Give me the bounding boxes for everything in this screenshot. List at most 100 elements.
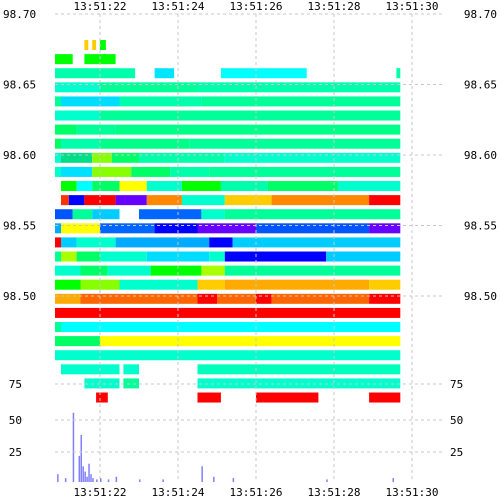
heat-cell [139, 209, 202, 220]
heat-cell [55, 307, 401, 318]
heat-cell [220, 68, 307, 79]
heat-cell [224, 265, 401, 276]
volume-bar [201, 466, 203, 482]
volume-bar [64, 478, 67, 482]
heat-cell [150, 265, 202, 276]
heat-cell [100, 251, 147, 262]
heat-cell [146, 195, 182, 206]
heat-cell [209, 166, 401, 177]
x-tick-label-bottom: 13:51:22 [74, 486, 127, 499]
heat-cell [55, 124, 77, 135]
heat-cell [123, 378, 139, 389]
grid-lines [55, 13, 443, 482]
heat-cell [76, 181, 93, 192]
heat-cell [84, 378, 120, 389]
heat-cell [84, 54, 116, 65]
x-tick-label-top: 13:51:28 [308, 0, 361, 13]
heat-cell [197, 279, 225, 290]
volume-tick-label-left: 50 [9, 414, 22, 427]
heat-cell [181, 181, 221, 192]
heat-cell [96, 392, 108, 403]
heat-cell [84, 40, 89, 51]
heat-cell [181, 195, 225, 206]
volume-bar [162, 479, 164, 482]
heat-cell [80, 293, 198, 304]
heat-cell [224, 279, 370, 290]
heat-cell [100, 138, 190, 149]
volume-bar [90, 474, 92, 482]
volume-bar [57, 474, 59, 482]
heat-cell [224, 209, 401, 220]
volume-bars [57, 412, 394, 482]
heat-cell [197, 378, 401, 389]
volume-tick-label-left: 25 [9, 446, 22, 459]
y-tick-label-right: 98.50 [464, 290, 497, 303]
x-tick-label-bottom: 13:51:24 [152, 486, 205, 499]
heat-cell [55, 96, 61, 107]
heat-cell [119, 279, 198, 290]
heat-cell [154, 223, 198, 234]
y-tick-label-right: 98.65 [464, 79, 497, 92]
heat-cell [100, 40, 106, 51]
heat-cell [224, 251, 327, 262]
heat-cell [61, 251, 77, 262]
heat-cell [369, 195, 401, 206]
y-tick-label-left: 98.55 [3, 220, 36, 233]
heat-cell [107, 265, 151, 276]
heat-cell [61, 166, 93, 177]
heat-cell [209, 237, 233, 248]
heat-cell [139, 152, 225, 163]
heat-cell [72, 209, 93, 220]
y-tick-label-left: 98.65 [3, 79, 36, 92]
x-tick-label-top: 13:51:26 [230, 0, 283, 13]
volume-bar [392, 478, 394, 482]
volume-tick-label-right: 75 [450, 378, 463, 391]
heat-cell [55, 293, 81, 304]
heat-cell [61, 237, 77, 248]
heat-cell [170, 166, 210, 177]
volume-bar [96, 479, 98, 482]
heat-cell [197, 223, 256, 234]
y-tick-label-right: 98.60 [464, 149, 497, 162]
heat-cell [61, 181, 77, 192]
heat-cell [369, 279, 401, 290]
heat-cell [115, 124, 401, 135]
heatmap-cells [55, 40, 401, 403]
heat-cell [100, 223, 155, 234]
x-tick-label-top: 13:51:22 [74, 0, 127, 13]
heat-cell [55, 322, 61, 333]
heat-cell [55, 166, 61, 177]
heat-cell [55, 152, 61, 163]
heat-cell [55, 209, 73, 220]
volume-bar [100, 478, 102, 482]
heat-cell [100, 336, 401, 347]
heat-cell [197, 293, 217, 304]
heat-cell [396, 68, 401, 79]
heat-cell [369, 392, 401, 403]
volume-bar [232, 478, 235, 482]
heat-cell [267, 181, 338, 192]
heat-cell [256, 293, 272, 304]
heat-cell [111, 152, 139, 163]
heat-cell [256, 223, 370, 234]
heat-cell [123, 364, 139, 375]
volume-bar [115, 476, 118, 482]
heat-cell [369, 223, 401, 234]
volume-bar [72, 412, 75, 482]
volume-bar [86, 476, 88, 482]
volume-tick-label-left: 75 [9, 378, 22, 391]
heat-cell [61, 152, 93, 163]
heat-cell [209, 251, 225, 262]
heat-cell [100, 82, 198, 93]
heat-cell [119, 96, 202, 107]
heat-cell [271, 195, 370, 206]
heat-cell [55, 336, 100, 347]
heat-cell [92, 40, 97, 51]
heat-cell [92, 181, 120, 192]
heat-cell [119, 181, 147, 192]
heat-cell [80, 265, 108, 276]
x-tick-label-bottom: 13:51:26 [230, 486, 283, 499]
volume-bar [88, 463, 90, 482]
heat-cell [271, 293, 370, 304]
